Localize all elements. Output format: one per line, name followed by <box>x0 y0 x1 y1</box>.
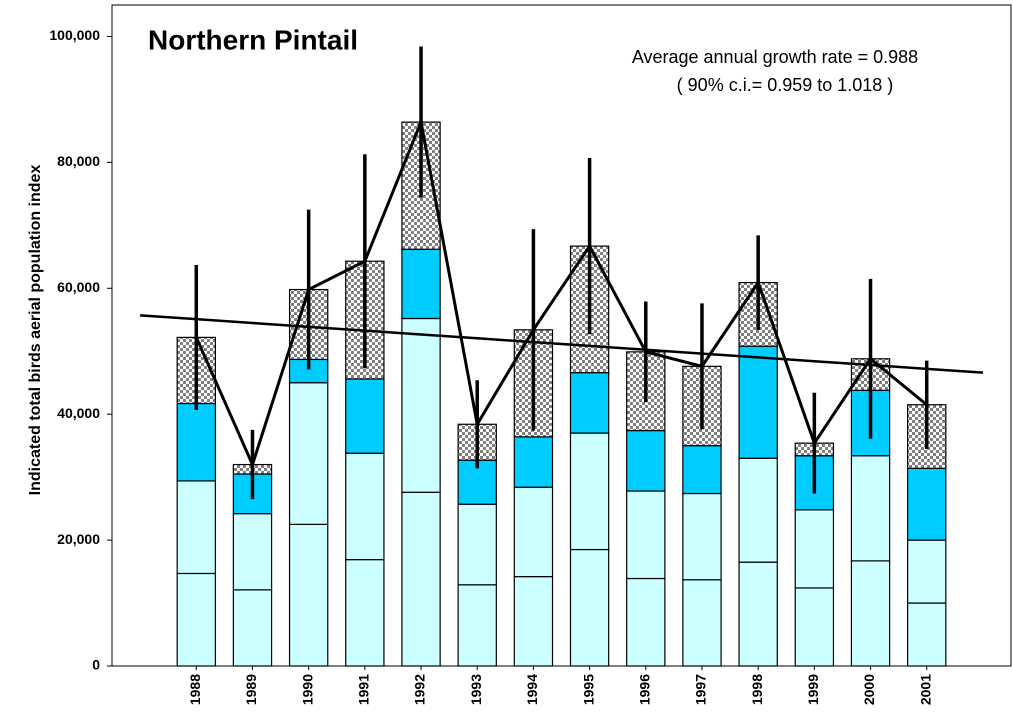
bar-segment <box>345 378 385 454</box>
bar-segment <box>401 317 441 493</box>
trend-line <box>140 314 983 374</box>
bar-segment <box>738 345 778 459</box>
bar-segment <box>176 572 216 667</box>
bar-segment <box>513 576 554 667</box>
y-tick-label: 0 <box>92 657 100 673</box>
bar-segment <box>738 561 778 667</box>
y-axis-label: Indicated total birds aerial population … <box>27 165 44 496</box>
x-tick-label: 1997 <box>693 674 709 705</box>
bar-segment <box>569 432 610 551</box>
bar-segment <box>513 436 554 488</box>
x-tick-label: 1991 <box>356 674 372 705</box>
x-tick-label: 1993 <box>468 674 484 705</box>
bar-segment <box>288 523 329 667</box>
bar-segment <box>738 457 778 563</box>
x-tick-label: 1999 <box>805 674 821 705</box>
chart-title: Northern Pintail <box>148 24 358 55</box>
y-tick-label: 80,000 <box>57 153 100 169</box>
bar-segment <box>457 584 497 667</box>
x-tick-label: 2000 <box>861 674 877 705</box>
y-tick-label: 40,000 <box>57 405 100 421</box>
bar-segment <box>850 455 891 562</box>
x-tick-label: 1992 <box>412 674 428 705</box>
bar-segment <box>401 248 441 320</box>
bar-segment <box>176 402 216 482</box>
total-line <box>194 116 928 469</box>
bar-segment <box>626 490 666 580</box>
x-tick-label: 2001 <box>917 674 933 705</box>
bar-segment <box>907 467 947 541</box>
x-tick-label: 1990 <box>299 674 315 705</box>
y-tick-label: 100,000 <box>49 27 100 43</box>
bar-segment <box>345 452 385 561</box>
bar-segment <box>682 492 722 581</box>
plot-frame <box>111 4 1012 667</box>
y-tick-label: 60,000 <box>57 279 100 295</box>
bar-segment <box>907 539 947 604</box>
bar-segment <box>569 548 610 667</box>
bar-segment <box>794 509 835 589</box>
bar-segment <box>457 503 497 586</box>
x-tick-label: 1996 <box>636 674 652 705</box>
bar-segment <box>569 372 610 434</box>
bar-segment <box>232 513 273 591</box>
bar-segment <box>682 579 722 667</box>
annotation: Average annual growth rate = 0.988 <box>632 47 918 67</box>
x-tick-label: 1998 <box>749 674 765 705</box>
bar-segment <box>626 429 666 492</box>
bar-segment <box>794 587 835 667</box>
bar-segment <box>401 491 441 667</box>
bar-segment <box>626 577 666 667</box>
bar-segment <box>176 480 216 575</box>
annotation: ( 90% c.i.= 0.959 to 1.018 ) <box>677 75 894 95</box>
bar-segment <box>232 589 273 667</box>
bar-segment <box>907 602 947 667</box>
bar-segment <box>850 560 891 667</box>
x-tick-label: 1988 <box>187 674 203 705</box>
bar-segment <box>345 559 385 667</box>
bar-segment <box>513 486 554 578</box>
y-tick-label: 20,000 <box>57 531 100 547</box>
bar-segment <box>288 382 329 525</box>
x-tick-label: 1989 <box>243 674 259 705</box>
x-tick-label: 1994 <box>524 674 540 705</box>
bar-segment <box>682 445 722 495</box>
x-tick-label: 1995 <box>580 674 596 705</box>
